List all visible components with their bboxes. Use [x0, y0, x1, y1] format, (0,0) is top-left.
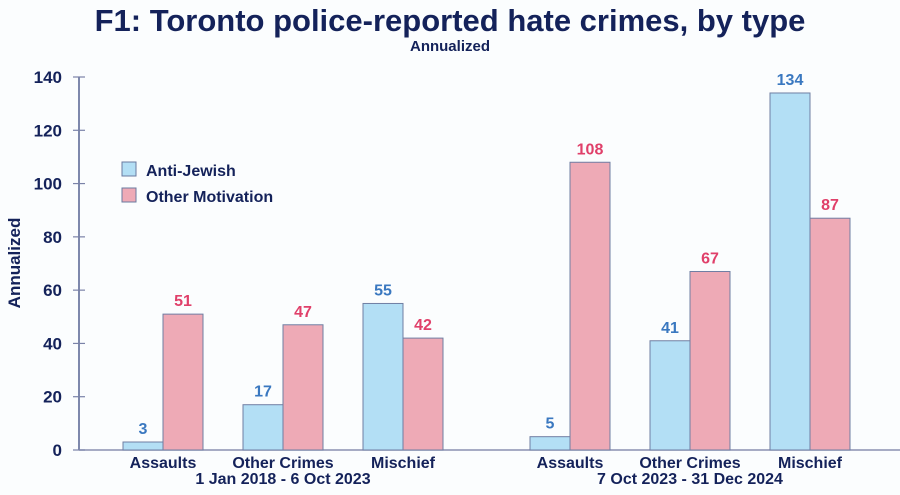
category-label: Mischief: [778, 455, 843, 472]
value-labels: 3 51 17 47 55 42 5 108 41 67 134 87: [139, 72, 839, 438]
bar-anti-jewish: [123, 442, 163, 450]
value-label-anti-jewish: 3: [139, 421, 148, 438]
period-label: 7 Oct 2023 - 31 Dec 2024: [597, 471, 783, 488]
bar-other-motivation: [403, 338, 443, 450]
category-label: Assaults: [537, 455, 604, 472]
y-tick-label: 140: [34, 68, 62, 87]
value-label-anti-jewish: 5: [546, 416, 555, 433]
y-tick-label: 40: [43, 334, 62, 353]
bar-other-motivation: [283, 325, 323, 450]
bar-anti-jewish: [770, 93, 810, 450]
bar-other-motivation: [570, 162, 610, 450]
y-tick-label: 60: [43, 281, 62, 300]
value-label-other-motivation: 87: [821, 197, 839, 214]
chart-subtitle: Annualized: [410, 38, 490, 55]
value-label-anti-jewish: 55: [374, 282, 392, 299]
chart-title: F1: Toronto police-reported hate crimes,…: [95, 3, 806, 38]
y-tick-label: 0: [53, 441, 62, 460]
bars: [123, 93, 850, 450]
bar-other-motivation: [163, 314, 203, 450]
y-axis-label: Annualized: [5, 218, 24, 309]
category-label: Other Crimes: [639, 455, 740, 472]
bar-anti-jewish: [530, 437, 570, 450]
legend-swatch-anti-jewish: [122, 162, 136, 176]
period-label: 1 Jan 2018 - 6 Oct 2023: [195, 471, 370, 488]
bar-anti-jewish: [650, 341, 690, 450]
value-label-other-motivation: 47: [294, 304, 312, 321]
bar-other-motivation: [690, 271, 730, 450]
value-label-anti-jewish: 17: [254, 384, 272, 401]
value-label-anti-jewish: 41: [661, 320, 679, 337]
value-label-other-motivation: 42: [414, 317, 432, 334]
y-tick-label: 120: [34, 121, 62, 140]
value-label-anti-jewish: 134: [777, 72, 804, 89]
legend-label-anti-jewish: Anti-Jewish: [146, 163, 236, 180]
value-label-other-motivation: 108: [577, 141, 604, 158]
y-tick-label: 80: [43, 228, 62, 247]
category-label: Other Crimes: [232, 455, 333, 472]
bar-anti-jewish: [363, 303, 403, 450]
legend: Anti-Jewish Other Motivation: [122, 162, 273, 206]
bar-other-motivation: [810, 218, 850, 450]
y-tick-label: 100: [34, 175, 62, 194]
category-label: Mischief: [371, 455, 436, 472]
legend-label-other-motivation: Other Motivation: [146, 189, 273, 206]
value-label-other-motivation: 67: [701, 250, 719, 267]
bar-anti-jewish: [243, 405, 283, 450]
category-label: Assaults: [130, 455, 197, 472]
y-tick-label: 20: [43, 388, 62, 407]
value-label-other-motivation: 51: [174, 293, 192, 310]
legend-swatch-other-motivation: [122, 188, 136, 202]
